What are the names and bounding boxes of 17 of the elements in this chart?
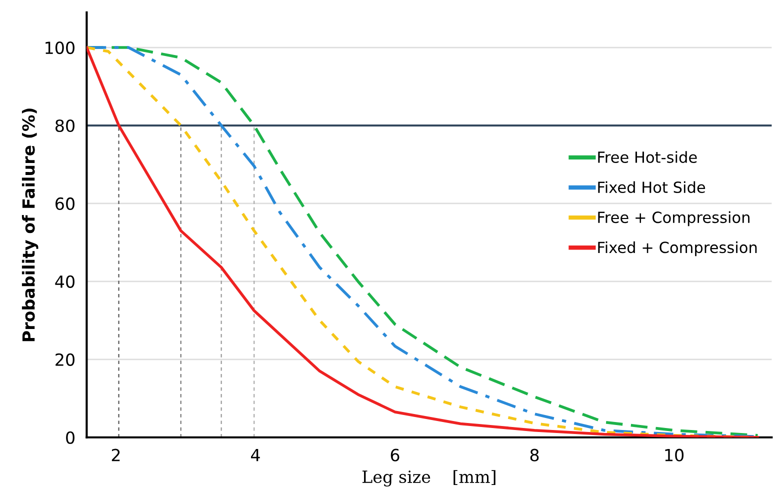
legend-label: Fixed + Compression — [598, 241, 757, 256]
y-tick-label: 60 — [56, 197, 74, 210]
y-tick-label: 80 — [56, 119, 74, 132]
legend-label: Free + Compression — [598, 211, 750, 226]
legend-label: Free Hot-side — [598, 151, 697, 163]
x-axis-title: Leg size [mm] — [362, 470, 496, 487]
y-axis-title: Probability of Failure (%) — [22, 108, 38, 342]
x-tick-label: 6 — [390, 448, 400, 462]
y-tick-label: 100 — [46, 41, 74, 54]
y-tick-label: 40 — [55, 275, 74, 288]
x-tick-label: 10 — [665, 448, 684, 462]
x-tick-label: 4 — [251, 448, 260, 462]
y-tick-label: 20 — [56, 353, 74, 366]
legend-label: Fixed Hot Side — [598, 181, 706, 194]
x-tick-label: 8 — [530, 448, 539, 462]
y-tick-label: 0 — [66, 431, 74, 444]
x-tick-label: 2 — [112, 448, 120, 462]
